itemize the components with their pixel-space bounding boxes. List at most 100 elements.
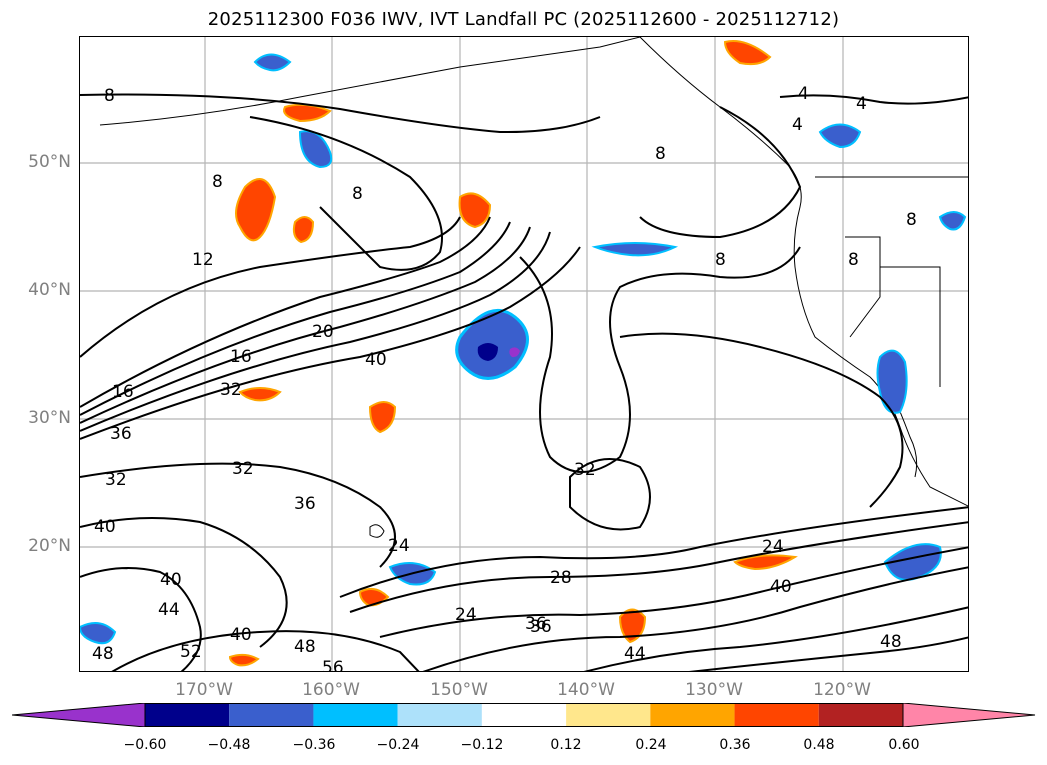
anomaly-neg-6 xyxy=(818,123,862,149)
anomaly-neg-10 xyxy=(938,211,967,231)
negative-anomalies xyxy=(80,53,967,645)
contour-label: 36 xyxy=(525,614,547,634)
contour-label: 8 xyxy=(715,250,726,270)
state-borders-2 xyxy=(880,266,941,387)
colorbar-segment xyxy=(313,703,398,727)
anomaly-pos-11 xyxy=(228,653,260,667)
contour-40 xyxy=(80,517,288,648)
contour-label: 32 xyxy=(232,459,254,479)
colorbar-tick-label: −0.24 xyxy=(376,737,420,753)
colorbar-tick-label: −0.12 xyxy=(460,737,504,753)
contour-label: 32 xyxy=(220,380,242,400)
contour-44 xyxy=(80,567,202,671)
colorbar-tick-label: 0.36 xyxy=(719,737,751,753)
colorbar-segment xyxy=(818,703,903,727)
colorbar-extend-max xyxy=(902,703,1036,727)
colorbar-extend-min xyxy=(12,703,146,727)
map-canvas: 8 8 8 8 8 8 8 4 4 4 12 16 16 20 32 32 32… xyxy=(80,37,968,672)
anomaly-pos-2 xyxy=(292,216,315,244)
colorbar-outline xyxy=(144,703,904,727)
contour-labels: 8 8 8 8 8 8 8 4 4 4 12 16 16 20 32 32 32… xyxy=(92,84,917,672)
graticule xyxy=(80,37,968,671)
colorbar-tick-label: 0.60 xyxy=(888,737,920,753)
coastlines xyxy=(99,37,968,538)
contour-label: 44 xyxy=(158,600,180,620)
contour-label: 32 xyxy=(105,470,127,490)
anomaly-neg-9 xyxy=(253,53,292,72)
colorbar-tick-label: −0.60 xyxy=(123,737,167,753)
chart-title: 2025112300 F036 IWV, IVT Landfall PC (20… xyxy=(207,9,840,30)
contour-label: 44 xyxy=(624,644,646,664)
contour-label: 8 xyxy=(104,86,115,106)
contour-24-south xyxy=(339,506,968,598)
contour-label: 48 xyxy=(880,632,902,652)
contour-4-north xyxy=(779,94,968,105)
colorbar-segment xyxy=(566,703,651,727)
colorbar-tick-label: 0.48 xyxy=(803,737,835,753)
lon-label-120w: 120°W xyxy=(813,680,871,700)
lat-label-40n: 40°N xyxy=(28,280,71,300)
contour-label: 12 xyxy=(192,250,214,270)
lon-label-140w: 140°W xyxy=(557,680,615,700)
colorbar-segment xyxy=(145,703,230,727)
anomaly-pos-5 xyxy=(723,40,772,66)
anomaly-neg-7 xyxy=(591,242,679,257)
contour-label: 28 xyxy=(550,568,572,588)
contour-label: 40 xyxy=(94,517,116,537)
anomaly-pos-6 xyxy=(368,401,397,434)
anomaly-pos-1 xyxy=(235,178,277,242)
contour-label: 8 xyxy=(212,172,223,192)
colorbar-segment xyxy=(650,703,735,727)
contour-label: 52 xyxy=(180,642,202,662)
contour-label: 36 xyxy=(110,424,132,444)
contour-label: 56 xyxy=(322,658,344,672)
lat-label-20n: 20°N xyxy=(28,536,71,556)
lon-label-150w: 150°W xyxy=(430,680,488,700)
anomaly-neg-2 xyxy=(298,130,333,169)
contour-label: 16 xyxy=(230,347,252,367)
colorbar-tick-label: 0.24 xyxy=(635,737,667,753)
contour-label: 4 xyxy=(856,94,867,114)
lat-label-50n: 50°N xyxy=(28,152,71,172)
contour-label: 24 xyxy=(455,605,477,625)
colorbar-segment xyxy=(481,703,567,727)
contour-16 xyxy=(80,216,491,408)
contour-24 xyxy=(80,226,531,424)
contour-32-central xyxy=(519,246,801,473)
contour-label: 40 xyxy=(770,577,792,597)
lon-label-170w: 170°W xyxy=(175,680,233,700)
contour-label: 24 xyxy=(388,536,410,556)
anomaly-pos-7 xyxy=(238,387,282,402)
contour-20 xyxy=(80,221,511,416)
contour-label: 16 xyxy=(112,382,134,402)
colorbar-tick-label: −0.48 xyxy=(207,737,251,753)
lat-label-30n: 30°N xyxy=(28,408,71,428)
contour-36-south xyxy=(379,546,968,638)
colorbar-segment xyxy=(397,703,482,727)
hawaii-islands xyxy=(369,524,385,538)
contour-28-south xyxy=(349,521,968,613)
map-panel: 8 8 8 8 8 8 8 4 4 4 12 16 16 20 32 32 32… xyxy=(79,36,969,672)
contour-28 xyxy=(80,231,551,432)
contour-48 xyxy=(111,630,420,671)
anomaly-pos-9 xyxy=(618,608,647,644)
contour-label: 36 xyxy=(530,617,552,637)
anomaly-neg-8 xyxy=(80,622,117,645)
colorbar-segments xyxy=(12,703,1036,727)
contour-32 xyxy=(80,246,581,440)
contour-label: 8 xyxy=(655,144,666,164)
alaska-coast xyxy=(99,37,641,126)
contour-label: 40 xyxy=(230,625,252,645)
contour-label: 8 xyxy=(352,184,363,204)
contour-8-north xyxy=(80,93,601,134)
contour-32-loop xyxy=(569,458,651,531)
contour-label: 40 xyxy=(365,350,387,370)
colorbar xyxy=(12,703,1036,727)
contour-label: 4 xyxy=(798,84,809,104)
contour-label: 36 xyxy=(294,494,316,514)
contour-12 xyxy=(80,216,461,358)
contour-48-south xyxy=(689,636,968,671)
contour-label: 20 xyxy=(312,322,334,342)
contour-36 xyxy=(80,462,396,568)
lon-label-130w: 130°W xyxy=(685,680,743,700)
